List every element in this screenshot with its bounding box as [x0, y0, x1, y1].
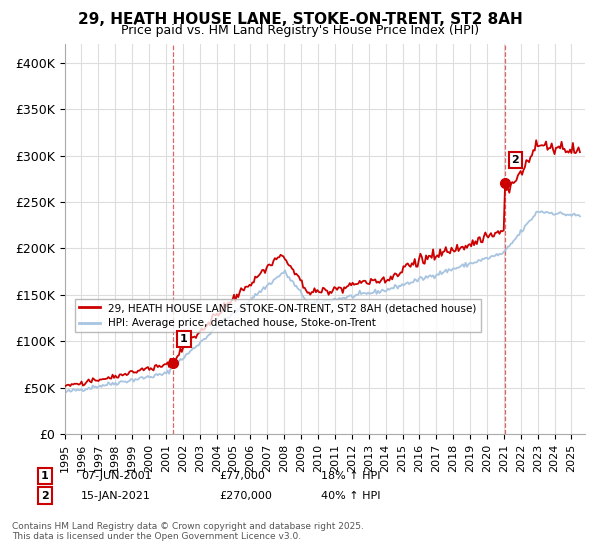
Text: 07-JUN-2001: 07-JUN-2001 [81, 471, 152, 481]
Text: 1: 1 [41, 471, 49, 481]
Text: 18% ↑ HPI: 18% ↑ HPI [321, 471, 380, 481]
Text: Contains HM Land Registry data © Crown copyright and database right 2025.
This d: Contains HM Land Registry data © Crown c… [12, 522, 364, 542]
Text: 1: 1 [180, 334, 188, 344]
Text: £77,000: £77,000 [219, 471, 265, 481]
Text: 2: 2 [511, 155, 519, 165]
Text: £270,000: £270,000 [219, 491, 272, 501]
Legend: 29, HEATH HOUSE LANE, STOKE-ON-TRENT, ST2 8AH (detached house), HPI: Average pri: 29, HEATH HOUSE LANE, STOKE-ON-TRENT, ST… [75, 299, 481, 333]
Text: 40% ↑ HPI: 40% ↑ HPI [321, 491, 380, 501]
Text: 2: 2 [41, 491, 49, 501]
Text: 29, HEATH HOUSE LANE, STOKE-ON-TRENT, ST2 8AH: 29, HEATH HOUSE LANE, STOKE-ON-TRENT, ST… [77, 12, 523, 27]
Text: 15-JAN-2021: 15-JAN-2021 [81, 491, 151, 501]
Text: Price paid vs. HM Land Registry's House Price Index (HPI): Price paid vs. HM Land Registry's House … [121, 24, 479, 37]
